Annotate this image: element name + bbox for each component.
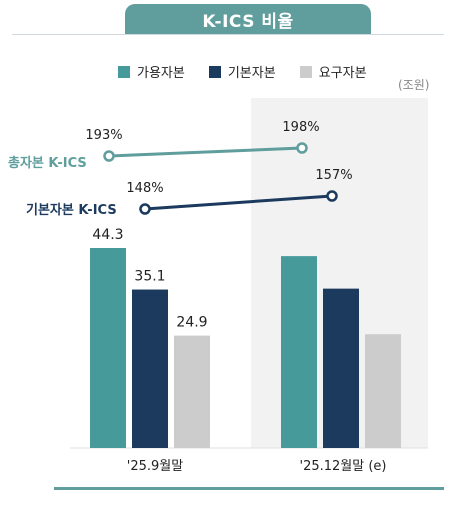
ratio-line-name-total: 총자본 K-ICS [8, 155, 87, 171]
legend-label-basic: 기본자본 [227, 66, 276, 81]
bar-group: 44.3 35.1 24.9 [90, 227, 401, 448]
legend-label-available: 가용자본 [137, 66, 185, 81]
chart-title: K-ICS 비율 [125, 4, 371, 34]
ratio-value-label-basic-0: 148% [126, 181, 163, 196]
legend-item-basic: 기본자본 [208, 62, 276, 81]
bottom-divider [54, 487, 444, 490]
title-divider [12, 34, 444, 35]
bar-required-1 [365, 334, 401, 448]
ratio-point-basic-0 [139, 203, 151, 215]
ratio-value-label-total-1: 198% [282, 120, 319, 135]
ratio-line-name-basic: 기본자본 K-ICS [26, 203, 117, 218]
bar-value-label-available-0: 44.3 [92, 227, 123, 243]
ratio-lines: 193% 198% 총자본 K-ICS 148% 157% 기본자본 K-ICS [8, 120, 353, 218]
legend-item-required: 요구자본 [299, 62, 367, 81]
bar-required-0 [174, 335, 210, 448]
legend-swatch-available [118, 65, 130, 78]
ratio-line-basic [144, 194, 333, 211]
bar-basic-1 [323, 288, 359, 448]
bar-value-label-required-0: 24.9 [176, 315, 207, 331]
ratio-point-total-1 [296, 142, 308, 154]
legend-swatch-basic [208, 65, 221, 78]
ratio-value-label-total-0: 193% [85, 128, 122, 143]
bar-basic-0 [132, 289, 168, 448]
legend: 가용자본 기본자본 요구자본 [118, 62, 367, 81]
legend-item-available: 가용자본 [118, 62, 185, 81]
ratio-line-total [108, 146, 303, 158]
ratio-point-total-0 [103, 150, 115, 162]
ratio-point-basic-1 [326, 190, 338, 202]
legend-swatch-required [299, 65, 312, 78]
unit-label: (조원) [398, 78, 430, 92]
ratio-value-label-basic-1: 157% [315, 168, 352, 183]
legend-label-required: 요구자본 [318, 66, 367, 81]
bar-available-0 [90, 248, 126, 448]
category-label-1: '25.12월말 (e) [300, 459, 387, 474]
category-label-0: '25.9월말 [127, 459, 183, 474]
bar-value-label-basic-0: 35.1 [134, 269, 165, 285]
bar-available-1 [281, 256, 317, 448]
